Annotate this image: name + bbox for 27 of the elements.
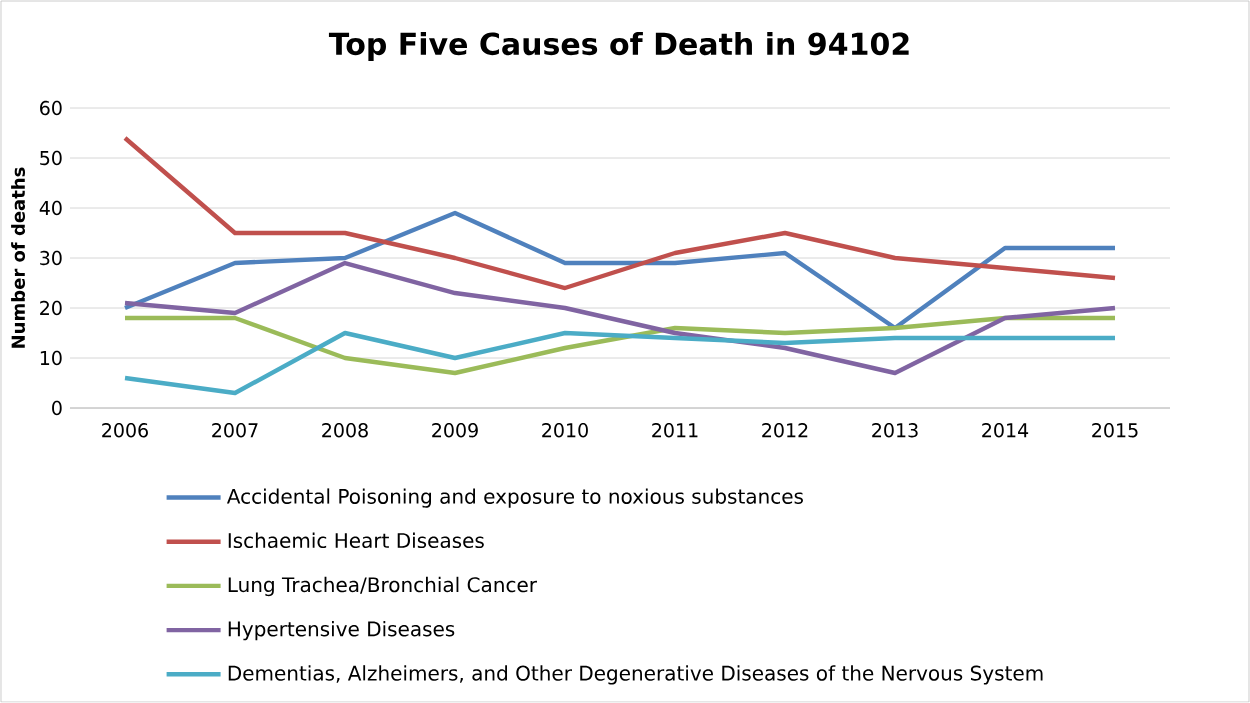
x-tick-label: 2015 [1092,423,1138,438]
x-tick-label: 2010 [542,423,588,438]
y-tick-label: 30 [40,250,62,266]
y-tick-label: 60 [40,100,62,116]
x-tick-label: 2008 [322,423,368,438]
legend-label: Ischaemic Heart Diseases [228,532,484,549]
x-tick-label: 2014 [982,423,1029,438]
y-tick-label: 50 [40,150,62,166]
x-tick-label: 2009 [432,423,478,438]
legend-label: Hypertensive Diseases [228,620,455,641]
legend-label: Dementias, Alzheimers, and Other Degenerative Diseases of the Nervous System [228,665,1043,685]
x-tick-label: 2011 [652,423,698,438]
x-tick-label: 2013 [872,423,918,438]
legend-label: Lung Trachea/Bronchial Cancer [228,576,537,597]
x-tick-label: 2012 [762,423,808,438]
line-series [122,135,1118,291]
y-tick-label: 40 [39,200,62,216]
x-tick-label: 2007 [212,423,258,438]
line-series [122,315,1118,376]
y-tick-label: 20 [40,300,62,316]
y-tick-label: 10 [40,350,62,366]
y-tick-label: 0 [52,400,62,416]
x-tick-label: 2006 [102,423,148,438]
chart-title: Top Five Causes of Death in 94102 [328,31,909,61]
legend-label: Accidental Poisoning and exposure to noxious substances [226,488,803,508]
line-series [122,260,1118,376]
y-axis-title: Number of deaths [11,167,26,348]
